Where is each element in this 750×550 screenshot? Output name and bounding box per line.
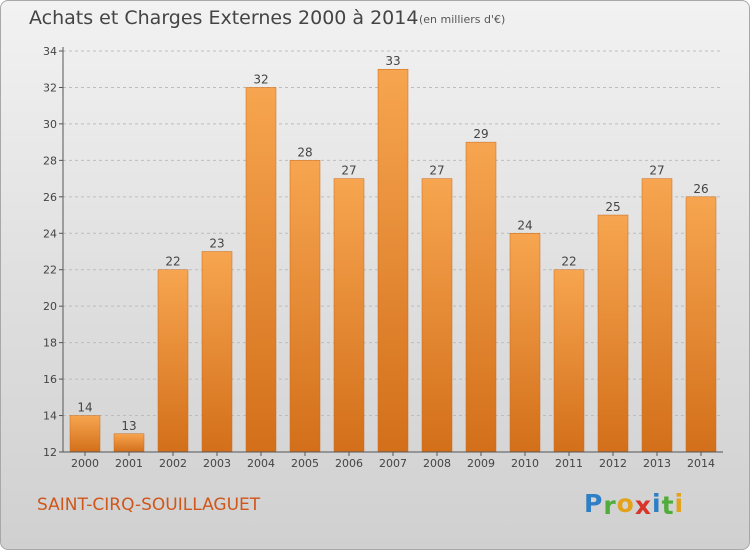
- x-tick-label: 2012: [599, 457, 627, 470]
- x-tick-label: 2001: [115, 457, 143, 470]
- x-tick-label: 2004: [247, 457, 275, 470]
- y-tick-label: 16: [43, 373, 57, 386]
- x-tick-label: 2014: [687, 457, 715, 470]
- data-label: 24: [517, 218, 532, 232]
- bar: [245, 87, 277, 453]
- x-tick-label: 2010: [511, 457, 539, 470]
- data-label: 28: [297, 145, 312, 159]
- data-label: 27: [341, 164, 356, 178]
- y-tick-label: 12: [43, 446, 57, 459]
- y-tick-label: 26: [43, 191, 57, 204]
- y-tick-label: 14: [43, 410, 57, 423]
- y-tick-label: 24: [43, 227, 57, 240]
- bar: [597, 214, 629, 453]
- data-label: 33: [385, 54, 400, 68]
- bar: [421, 178, 453, 453]
- bar: [157, 269, 189, 453]
- data-label: 22: [165, 255, 180, 269]
- data-label: 27: [649, 164, 664, 178]
- x-tick-label: 2003: [203, 457, 231, 470]
- bar: [509, 233, 541, 453]
- logo-letter: P: [584, 489, 604, 518]
- axes: 12 14 16 18 20 22 24 26 28 30 32 34 2000 2001 2002 2003…: [43, 45, 723, 470]
- y-tick-label: 34: [43, 45, 57, 58]
- bar: [465, 141, 497, 453]
- x-tick-label: 2000: [71, 457, 99, 470]
- bar: [685, 196, 717, 453]
- logo-letter: o: [616, 489, 635, 518]
- bar: [69, 415, 101, 453]
- x-tick-label: 2006: [335, 457, 363, 470]
- chart-unit: (en milliers d'€): [419, 13, 506, 26]
- x-tick-label: 2005: [291, 457, 319, 470]
- bar: [377, 68, 409, 453]
- logo-letter: t: [661, 491, 675, 520]
- bar: [641, 178, 673, 453]
- proxiti-logo[interactable]: Proxiti: [584, 489, 685, 520]
- x-tick-label: 2008: [423, 457, 451, 470]
- logo-letter: i: [674, 489, 685, 518]
- y-tick-label: 32: [43, 81, 57, 94]
- x-tick-label: 2011: [555, 457, 583, 470]
- data-label: 22: [561, 255, 576, 269]
- x-tick-label: 2013: [643, 457, 671, 470]
- y-tick-label: 20: [43, 300, 57, 313]
- data-label: 32: [253, 72, 268, 86]
- bar: [553, 269, 585, 453]
- data-label: 26: [693, 182, 708, 196]
- bar: [113, 433, 145, 453]
- bar: [333, 178, 365, 453]
- data-label: 29: [473, 127, 488, 141]
- bars: 14 13 22 23 32 28 27 33 27 29 24 22 25 27 26: [69, 54, 717, 453]
- x-tick-label: 2009: [467, 457, 495, 470]
- logo-letter: x: [634, 491, 652, 520]
- y-tick-label: 28: [43, 154, 57, 167]
- y-tick-label: 22: [43, 264, 57, 277]
- y-tick-label: 30: [43, 118, 57, 131]
- logo-letter: i: [652, 489, 662, 518]
- bar: [289, 160, 321, 453]
- data-label: 14: [77, 401, 92, 415]
- data-label: 23: [209, 237, 224, 251]
- chart-title: Achats et Charges Externes 2000 à 2014: [29, 7, 419, 29]
- data-label: 13: [121, 419, 136, 433]
- commune-name: SAINT-CIRQ-SOUILLAGUET: [37, 495, 261, 515]
- bar: [201, 251, 233, 453]
- logo-letter: r: [603, 491, 617, 520]
- data-label: 27: [429, 164, 444, 178]
- y-tick-label: 18: [43, 337, 57, 350]
- x-tick-label: 2002: [159, 457, 187, 470]
- data-label: 25: [605, 200, 620, 214]
- x-tick-label: 2007: [379, 457, 407, 470]
